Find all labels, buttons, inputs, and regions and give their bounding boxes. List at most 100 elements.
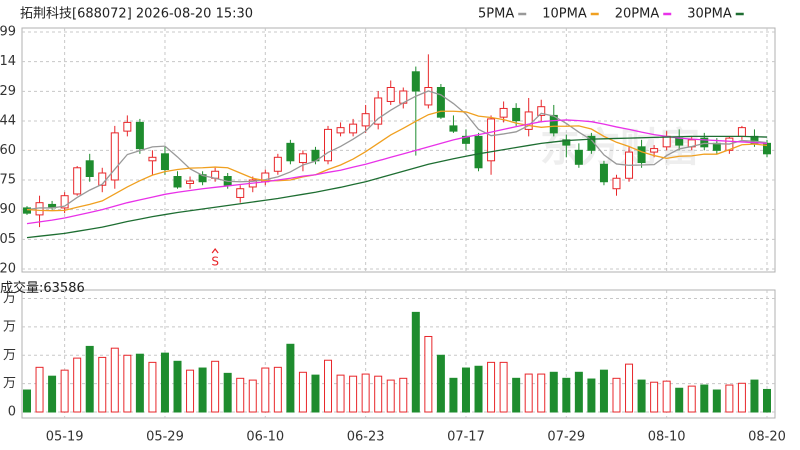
volume-bar xyxy=(599,369,608,413)
volume-tick-label: 万 xyxy=(3,291,16,306)
candle-body xyxy=(298,153,307,164)
x-tick-label: 08-20 xyxy=(748,430,786,445)
candle-body xyxy=(160,153,169,171)
volume-bar xyxy=(512,377,521,413)
volume-bar xyxy=(737,382,746,413)
legend-label: 20PMA xyxy=(615,7,660,22)
chart-title: 拓荆科技[688072] 2026-08-20 15:30 xyxy=(20,6,253,22)
volume-bar xyxy=(411,311,420,413)
volume-bar xyxy=(499,361,508,413)
volume-bar xyxy=(687,385,696,413)
volume-frame xyxy=(21,289,776,419)
volume-bar xyxy=(336,374,345,413)
candle-body xyxy=(549,114,558,134)
volume-bar xyxy=(123,354,132,413)
y-tick-label: 90 xyxy=(0,202,16,217)
volume-label-text: 成交量: xyxy=(0,280,43,296)
y-tick-label: 60 xyxy=(0,143,16,158)
candle-body xyxy=(110,132,119,181)
volume-bar xyxy=(436,354,445,413)
candle-body xyxy=(499,107,508,118)
volume-bar xyxy=(374,375,383,413)
volume-bar xyxy=(537,373,546,413)
ma-line xyxy=(26,90,768,211)
candle-body xyxy=(386,86,395,102)
volume-bar xyxy=(35,366,44,413)
candle-body xyxy=(186,180,195,184)
candle-body xyxy=(173,176,182,188)
volume-bar xyxy=(349,375,358,413)
volume-bar xyxy=(449,377,458,413)
volume-bar xyxy=(48,375,57,413)
volume-bar xyxy=(675,387,684,413)
candle-body xyxy=(612,177,621,190)
volume-bar xyxy=(173,360,182,413)
candle-body xyxy=(562,139,571,146)
y-tick-label: 05 xyxy=(0,232,16,247)
volume-bar xyxy=(725,384,734,413)
candle-body xyxy=(474,135,483,169)
y-tick-label: 29 xyxy=(0,84,16,99)
volume-bar xyxy=(587,378,596,413)
candle-body xyxy=(524,111,533,130)
volume-bar xyxy=(424,335,433,413)
candle-body xyxy=(324,128,333,162)
x-tick-label: 06-23 xyxy=(347,430,385,445)
volume-bar xyxy=(700,384,709,413)
volume-bar xyxy=(524,373,533,413)
annotation-arrow xyxy=(211,248,219,254)
volume-bar xyxy=(186,369,195,413)
volume-bar xyxy=(549,371,558,413)
candle-body xyxy=(662,135,671,148)
volume-bar xyxy=(223,372,232,413)
y-tick-label: 14 xyxy=(0,54,16,69)
candle-body xyxy=(487,118,496,162)
volume-bar xyxy=(361,373,370,413)
volume-bar xyxy=(324,359,333,413)
candle-body xyxy=(273,156,282,172)
ma-line xyxy=(26,119,768,225)
volume-bar xyxy=(98,356,107,413)
legend-label: 30PMA xyxy=(687,7,732,22)
volume-bar xyxy=(160,352,169,413)
legend-label: 10PMA xyxy=(542,7,587,22)
volume-bar xyxy=(135,353,144,413)
ma-line xyxy=(26,135,768,239)
candle-body xyxy=(286,142,295,162)
volume-bar xyxy=(386,379,395,413)
volume-bar xyxy=(399,377,408,413)
x-tick-label: 05-19 xyxy=(46,430,84,445)
candle-body xyxy=(349,123,358,134)
volume-bar xyxy=(286,343,295,413)
volume-bar xyxy=(712,389,721,413)
volume-bar xyxy=(625,363,634,413)
volume-bar xyxy=(211,360,220,413)
candle-body xyxy=(537,106,546,116)
candle-body xyxy=(148,156,157,162)
candle-body xyxy=(411,71,420,92)
candle-body xyxy=(599,163,608,183)
x-tick-label: 07-17 xyxy=(447,430,485,445)
candle-body xyxy=(60,195,69,209)
volume-label: 成交量:63586 xyxy=(0,280,85,296)
volume-bar xyxy=(236,377,245,413)
candle-body xyxy=(574,149,583,165)
volume-bar xyxy=(110,347,119,413)
y-tick-label: 20 xyxy=(0,262,16,277)
volume-bar xyxy=(148,361,157,413)
y-tick-label: 75 xyxy=(0,172,16,187)
candle-body xyxy=(123,121,132,132)
volume-bar xyxy=(85,345,94,413)
y-tick-label: 44 xyxy=(0,114,16,129)
volume-bar xyxy=(662,380,671,413)
volume-bar xyxy=(298,371,307,413)
volume-bar xyxy=(612,377,621,413)
candle-body xyxy=(73,167,82,195)
candle-body xyxy=(374,97,383,125)
candle-body xyxy=(424,86,433,106)
candle-body xyxy=(236,188,245,198)
candle-body xyxy=(650,148,659,153)
volume-tick-label: 0 xyxy=(8,405,16,420)
volume-last-value: 63586 xyxy=(43,281,84,296)
